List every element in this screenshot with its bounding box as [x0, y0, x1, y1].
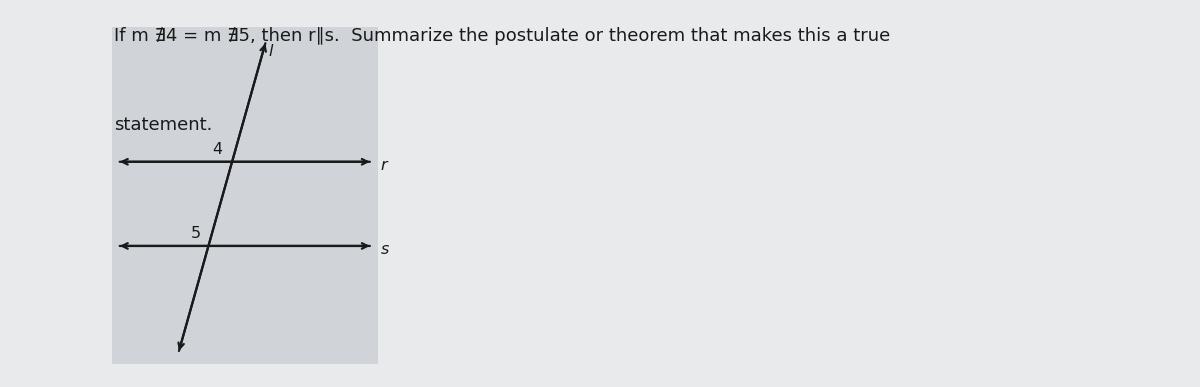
FancyBboxPatch shape — [112, 27, 378, 364]
Text: If m ∄4 = m ∄5, then r∥s.  Summarize the postulate or theorem that makes this a : If m ∄4 = m ∄5, then r∥s. Summarize the … — [114, 27, 890, 45]
Text: 5: 5 — [191, 226, 202, 241]
Text: s: s — [380, 242, 389, 257]
Text: statement.: statement. — [114, 116, 212, 134]
Text: l: l — [269, 45, 274, 60]
Text: 4: 4 — [212, 142, 222, 157]
Text: r: r — [380, 158, 388, 173]
